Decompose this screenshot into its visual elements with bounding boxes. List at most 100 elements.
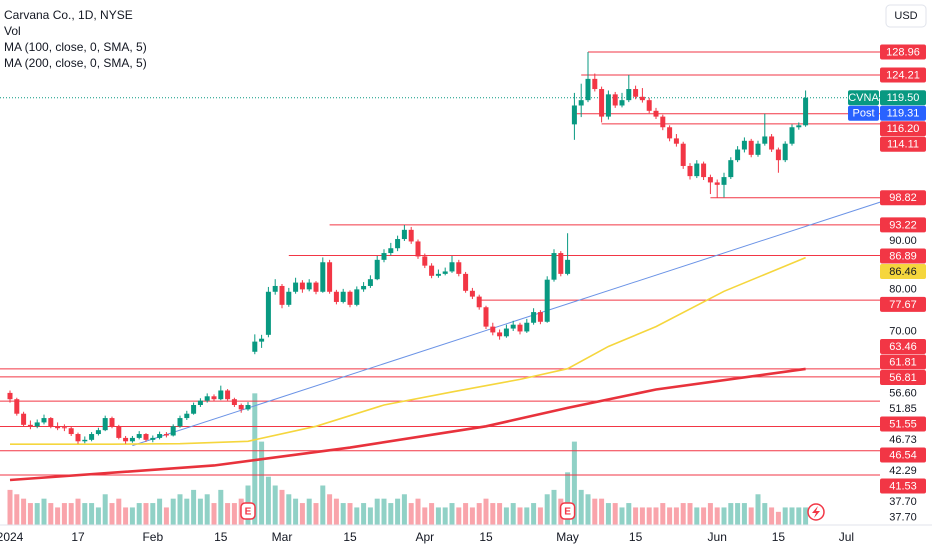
volume-bar — [75, 498, 81, 525]
volume-bar — [571, 441, 577, 525]
volume-bar — [456, 507, 462, 525]
volume-bar — [367, 507, 373, 525]
y-tick-label: 42.29 — [889, 465, 917, 477]
volume-bar — [150, 503, 156, 525]
level-label-box — [880, 136, 926, 152]
candle-body — [551, 253, 557, 280]
candle-body — [75, 434, 81, 442]
volume-bar — [735, 503, 741, 525]
candle-body — [510, 324, 516, 329]
volume-bar — [510, 503, 516, 525]
candle-body — [442, 271, 448, 274]
candle-body — [41, 418, 47, 423]
level-label: 46.54 — [889, 449, 917, 461]
volume-bar — [27, 503, 33, 525]
candle-body — [429, 265, 435, 276]
candle-body — [184, 413, 190, 419]
candle-body — [680, 143, 686, 166]
volume-bar — [741, 503, 747, 525]
candle-body — [272, 285, 278, 292]
volume-bar — [116, 498, 122, 525]
volume-bar — [82, 503, 88, 525]
candle-body — [163, 434, 169, 436]
last-price-label-box — [880, 90, 926, 106]
volume-bar — [89, 503, 95, 525]
volume-bar — [157, 498, 163, 525]
volume-bar — [714, 507, 720, 525]
candle-body — [68, 428, 74, 435]
candle-body — [728, 160, 734, 178]
volume-bar — [354, 507, 360, 525]
candle-body — [803, 97, 809, 126]
volume-bar — [646, 507, 652, 525]
candle-body — [524, 322, 530, 332]
level-label-box — [880, 217, 926, 233]
candle-body — [463, 273, 469, 291]
volume-bar — [272, 485, 278, 525]
volume-bar — [544, 494, 550, 525]
volume-bar — [34, 503, 40, 525]
alert-icon[interactable] — [807, 503, 825, 521]
volume-bar — [143, 503, 149, 525]
x-tick-label: 15 — [214, 530, 228, 544]
candle-body — [626, 89, 632, 101]
candle-body — [401, 229, 407, 240]
candle-body — [633, 89, 639, 97]
candle-body — [170, 426, 176, 436]
volume-bar — [265, 476, 271, 525]
candle-body — [735, 149, 741, 161]
currency-label[interactable]: USD — [894, 10, 917, 22]
y-tick-label: 37.70 — [889, 496, 917, 508]
candle-body — [21, 413, 27, 425]
candle-body — [374, 259, 380, 280]
currency-button[interactable] — [885, 4, 927, 28]
volume-bar — [653, 507, 659, 525]
earnings-label: E — [564, 507, 571, 518]
plot-area — [0, 51, 880, 525]
y-tick-label: 70.00 — [889, 325, 917, 337]
candle-body — [333, 291, 339, 302]
post-price-label-tag-box — [848, 105, 879, 121]
earnings-marker — [240, 502, 256, 520]
level-label: 114.11 — [887, 139, 919, 151]
post-price-label: 119.31 — [887, 108, 920, 120]
candle-body — [741, 140, 747, 150]
candle-body — [449, 262, 455, 272]
candle-body — [7, 392, 13, 400]
volume-bar — [279, 489, 285, 525]
candle-body — [116, 426, 122, 438]
candle-body — [129, 437, 135, 442]
volume-bar — [388, 503, 394, 525]
candle-body — [422, 256, 428, 266]
volume-bar — [612, 503, 618, 525]
level-label-box — [880, 416, 926, 432]
candle-body — [143, 434, 149, 440]
volume-bar — [225, 503, 231, 525]
candle-body — [347, 291, 353, 305]
volume-bar — [748, 507, 754, 525]
candle-body — [531, 312, 537, 323]
volume-bar — [109, 503, 115, 525]
candle-body — [483, 307, 489, 327]
volume-bar — [102, 494, 108, 525]
volume-bar — [782, 507, 788, 525]
volume-bar — [673, 507, 679, 525]
level-label-box — [880, 447, 926, 463]
candle-body — [177, 418, 183, 427]
candle-body — [265, 291, 271, 335]
candle-body — [612, 94, 618, 106]
last-price-label-tag: CVNA — [848, 92, 879, 104]
level-label: 128.96 — [886, 46, 920, 58]
x-tick-label: Mar — [272, 530, 293, 544]
x-tick-label: 2024 — [0, 530, 24, 544]
candle-body — [435, 273, 441, 276]
volume-bar — [170, 498, 176, 525]
volume-bar — [136, 503, 142, 525]
volume-bar — [796, 507, 802, 525]
candle-body — [231, 399, 237, 405]
volume-bar — [211, 503, 217, 525]
level-label: 86.89 — [889, 250, 917, 262]
candle-body — [211, 396, 217, 400]
volume-bar — [537, 507, 543, 525]
